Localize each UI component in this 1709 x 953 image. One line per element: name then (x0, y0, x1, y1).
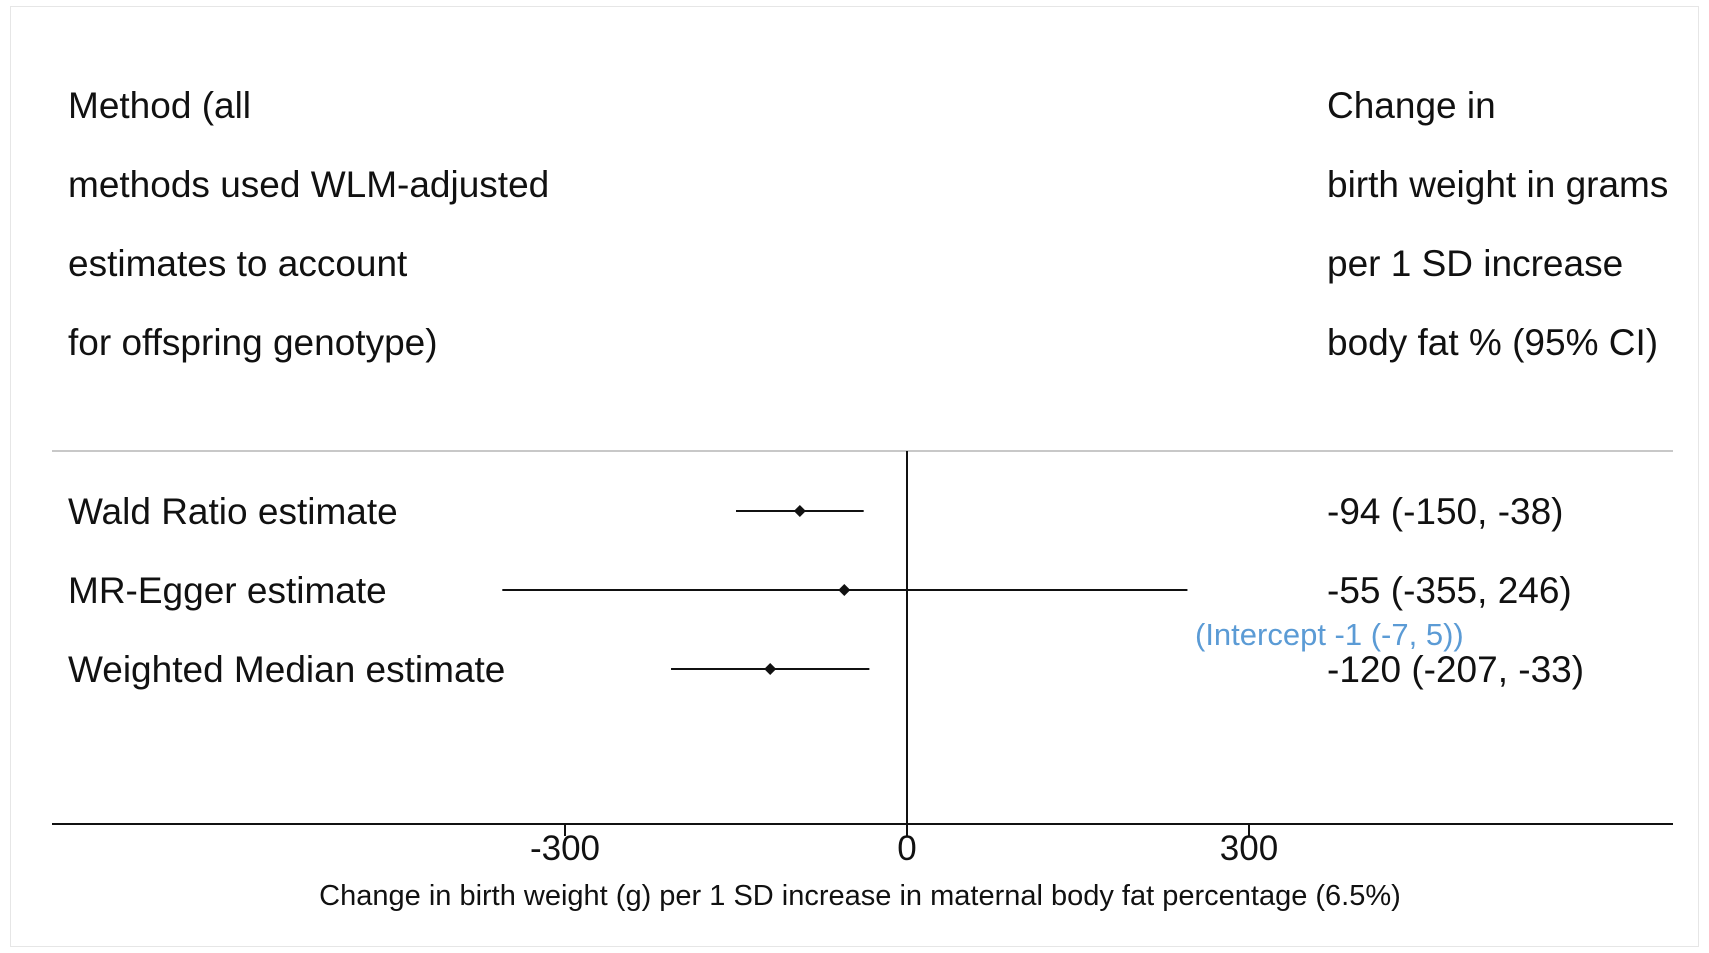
right-header-line: Change in (1327, 85, 1496, 126)
left-header-line: methods used WLM-adjusted (68, 164, 549, 205)
row-label: MR-Egger estimate (68, 570, 387, 611)
point-estimate (793, 505, 806, 517)
left-header-line: estimates to account (68, 243, 408, 284)
x-tick-label: 300 (1220, 829, 1278, 868)
row-label: Weighted Median estimate (68, 649, 505, 690)
left-header-line: for offspring genotype) (68, 322, 438, 363)
point-estimate (838, 584, 851, 596)
right-header-line: body fat % (95% CI) (1327, 322, 1658, 363)
x-axis-ticks: -300 0 300 (530, 824, 1278, 868)
point-estimate (764, 663, 777, 675)
estimate-row: Wald Ratio estimate -94 (-150, -38) (68, 491, 1564, 532)
estimate-text: -120 (-207, -33) (1327, 649, 1584, 690)
estimate-row: Weighted Median estimate -120 (-207, -33) (68, 649, 1584, 690)
right-header-line: per 1 SD increase (1327, 243, 1623, 284)
estimate-row: MR-Egger estimate -55 (-355, 246) (Interce… (68, 570, 1572, 652)
left-column-header: Method (all methods used WLM-adjusted esti… (68, 85, 549, 363)
row-label: Wald Ratio estimate (68, 491, 398, 532)
estimate-rows: Wald Ratio estimate -94 (-150, -38) MR-Egg… (68, 491, 1584, 690)
right-header-line: birth weight in grams (1327, 164, 1668, 205)
x-tick-label: 0 (897, 829, 916, 868)
intercept-note: (Intercept -1 (-7, 5)) (1195, 617, 1464, 652)
chart-frame (10, 6, 1699, 947)
left-header-line: Method (all (68, 85, 251, 126)
x-axis-label: Change in birth weight (g) per 1 SD incr… (319, 880, 1401, 912)
right-column-header: Change in birth weight in grams per 1 SD i… (1327, 85, 1668, 363)
x-tick-label: -300 (530, 829, 600, 868)
estimate-text: -55 (-355, 246) (1327, 570, 1572, 611)
estimate-text: -94 (-150, -38) (1327, 491, 1564, 532)
